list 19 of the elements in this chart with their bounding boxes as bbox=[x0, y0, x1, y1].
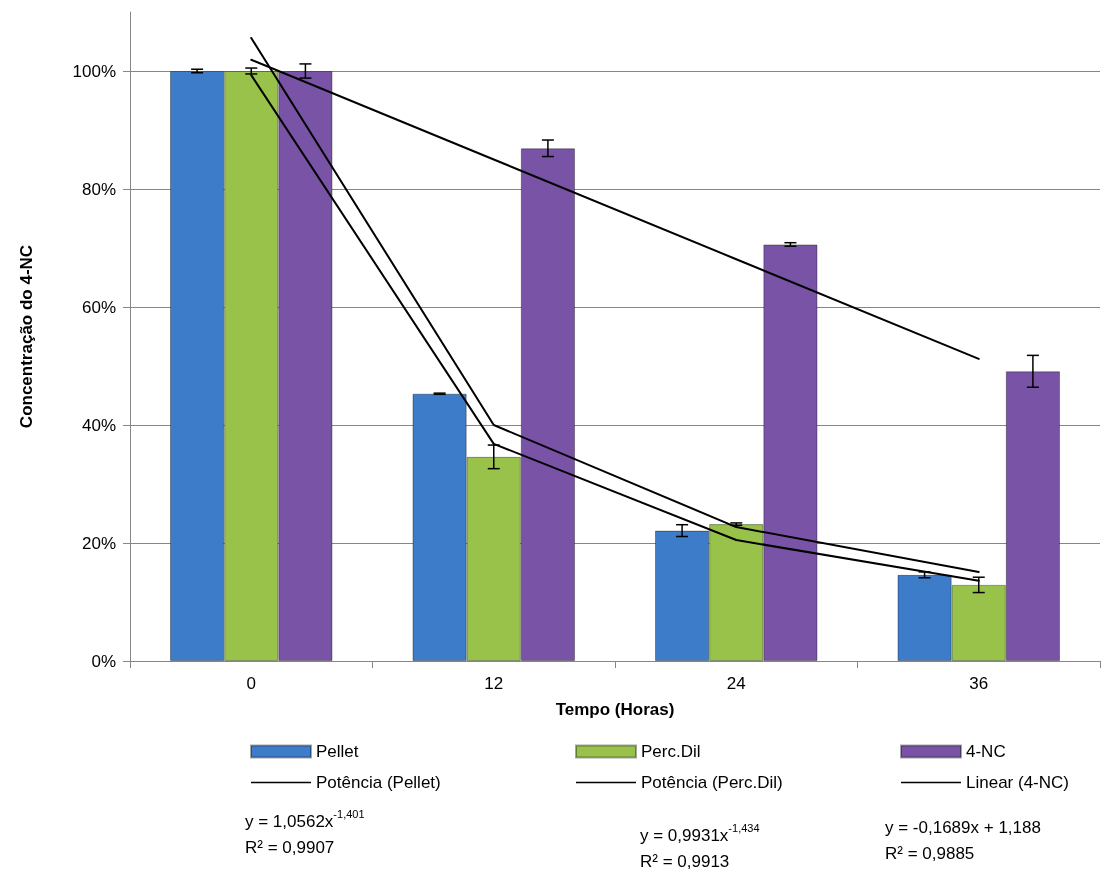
y-tick-label: 80% bbox=[81, 179, 116, 199]
legend-label: Potência (Pellet) bbox=[316, 773, 441, 792]
y-tick-label: 20% bbox=[81, 533, 116, 553]
y-axis-title: Concentração do 4-NC bbox=[17, 244, 36, 429]
legend-label: Potência (Perc.Dil) bbox=[641, 773, 783, 792]
text: y = -0,1689x + 1,188 R² = 0,9885 bbox=[885, 817, 1041, 863]
x-tick-label: 36 bbox=[969, 674, 989, 693]
y-tick-label: 60% bbox=[81, 297, 116, 317]
x-tick-label: 12 bbox=[484, 674, 504, 693]
y-tick-label: 100% bbox=[72, 61, 116, 81]
x-tick-label: 0 bbox=[246, 674, 256, 693]
x-axis-title: Tempo (Horas) bbox=[555, 700, 675, 719]
y-tick-label: 0% bbox=[91, 651, 116, 671]
x-tick-label: 24 bbox=[726, 674, 746, 693]
legend-label: 4-NC bbox=[966, 742, 1006, 761]
legend-label: Pellet bbox=[316, 742, 359, 761]
y-tick-label: 40% bbox=[81, 415, 116, 435]
legend-label: Linear (4-NC) bbox=[966, 773, 1069, 792]
legend-label: Perc.Dil bbox=[641, 742, 701, 761]
